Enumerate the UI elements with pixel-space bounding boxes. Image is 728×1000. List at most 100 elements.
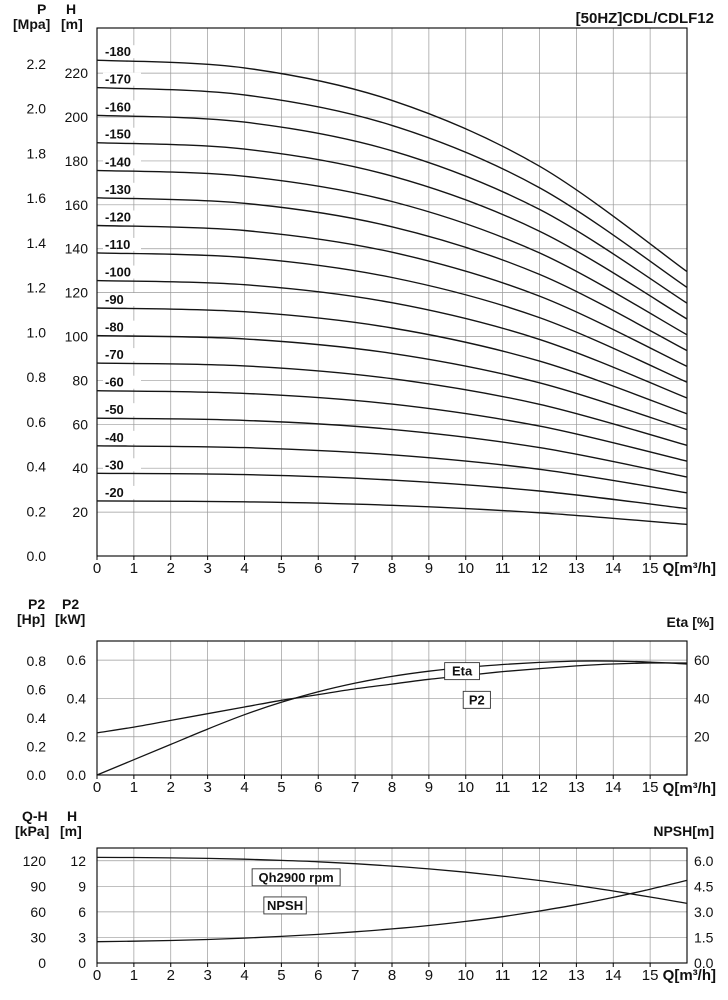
x-tick-label: 1 — [130, 967, 138, 984]
stage-label-bg — [103, 403, 141, 417]
x-tick-label: 11 — [495, 967, 511, 984]
m-tick-label: 0 — [78, 955, 86, 971]
curve-label: Qh2900 rpm — [259, 870, 334, 885]
curve-label-box — [251, 868, 341, 887]
stage-label-bg — [103, 100, 141, 114]
x-tick-label: 6 — [314, 967, 322, 984]
eta-curve — [96, 660, 688, 776]
x-tick-label: 13 — [568, 779, 585, 796]
npsh-curve — [96, 879, 688, 943]
m-tick-label: 6 — [78, 904, 86, 920]
pump-curve — [96, 307, 688, 415]
h-tick-label: 140 — [65, 241, 89, 257]
axis-name-eta: Eta [%] — [666, 614, 714, 630]
x-tick-label: 6 — [314, 560, 322, 577]
stage-label-bg — [103, 485, 141, 499]
x-tick-label: 4 — [240, 967, 248, 984]
x-tick-label: 7 — [351, 560, 359, 577]
pump-curve — [96, 500, 688, 526]
x-tick-label: 12 — [531, 560, 548, 577]
p-tick-label: 0.6 — [27, 414, 47, 430]
stage-label-bg — [103, 45, 141, 59]
stage-label-bg — [103, 375, 141, 389]
x-tick-label: 2 — [167, 967, 175, 984]
stage-label: -40 — [105, 430, 124, 445]
x-tick-label: 10 — [457, 967, 474, 984]
pump-curve — [96, 334, 688, 431]
x-tick-label: 5 — [277, 779, 285, 796]
pump-curve — [96, 59, 688, 273]
curve-label-box — [263, 896, 307, 915]
x-tick-label: 4 — [240, 779, 248, 796]
pump-curve — [96, 252, 688, 383]
flow-axis-label-3: Q[m³/h] — [662, 967, 716, 984]
p-tick-label: 1.0 — [27, 324, 47, 340]
npsh-tick-label: 1.5 — [694, 929, 714, 945]
flow-axis-label-1: Q[m³/h] — [662, 560, 716, 577]
x-tick-label: 15 — [642, 560, 659, 577]
stage-label: -30 — [105, 457, 124, 472]
stage-label: -100 — [105, 265, 131, 280]
x-tick-label: 0 — [93, 779, 101, 796]
stage-label-bg — [103, 292, 141, 306]
stage-label: -180 — [105, 44, 131, 59]
x-tick-label: 8 — [388, 779, 396, 796]
h-tick-label: 60 — [72, 416, 88, 432]
pump-curve — [96, 114, 688, 304]
h-tick-label: 220 — [65, 65, 89, 81]
stage-label: -160 — [105, 99, 131, 114]
axis-unit-power-hp: [Hp] — [17, 611, 45, 627]
axis-unit-qh-m: [m] — [60, 823, 82, 839]
kpa-tick-label: 60 — [30, 904, 46, 920]
axis-unit-pressure: [Mpa] — [13, 16, 51, 32]
axis-unit-qh-kpa: [kPa] — [15, 823, 50, 839]
stage-label: -120 — [105, 209, 131, 224]
curve-label-box — [462, 690, 491, 709]
stage-label-bg — [103, 265, 141, 279]
x-tick-label: 0 — [93, 967, 101, 984]
axis-name-npsh: NPSH[m] — [653, 823, 714, 839]
pump-curve — [96, 197, 688, 352]
x-tick-label: 8 — [388, 560, 396, 577]
stage-label-bg — [103, 320, 141, 334]
x-tick-label: 14 — [605, 779, 622, 796]
p-tick-label: 0.2 — [27, 503, 47, 519]
curve-label: NPSH — [267, 898, 303, 913]
x-tick-label: 7 — [351, 967, 359, 984]
x-tick-label: 13 — [568, 560, 585, 577]
hp-tick-label: 0.6 — [27, 681, 47, 697]
p-tick-label: 0.0 — [27, 548, 47, 564]
stage-label-bg — [103, 182, 141, 196]
x-tick-label: 9 — [425, 560, 433, 577]
npsh-chart: Qh2900 rpmNPSH12090603001296306.04.53.01… — [23, 847, 714, 984]
p-tick-label: 1.2 — [27, 280, 47, 296]
kpa-tick-label: 120 — [23, 853, 47, 869]
stage-label-bg — [103, 155, 141, 169]
curve-label: Eta — [452, 664, 473, 679]
x-tick-label: 3 — [203, 560, 211, 577]
h-tick-label: 100 — [65, 329, 89, 345]
flow-axis-label-2: Q[m³/h] — [662, 780, 716, 797]
x-tick-label: 8 — [388, 967, 396, 984]
x-tick-label: 10 — [457, 560, 474, 577]
stage-label: -80 — [105, 320, 124, 335]
axis-name-pressure: P — [37, 1, 47, 17]
h-tick-label: 20 — [72, 504, 88, 520]
x-tick-label: 12 — [531, 967, 548, 984]
m-tick-label: 12 — [70, 853, 86, 869]
stage-label-bg — [103, 72, 141, 86]
x-tick-label: 4 — [240, 560, 248, 577]
x-tick-label: 5 — [277, 967, 285, 984]
p-tick-label: 1.8 — [27, 145, 47, 161]
x-tick-label: 6 — [314, 779, 322, 796]
x-tick-label: 15 — [642, 967, 659, 984]
p-tick-label: 1.6 — [27, 190, 47, 206]
x-tick-label: 11 — [495, 779, 511, 796]
qh-curve — [96, 856, 688, 905]
kw-tick-label: 0.2 — [67, 729, 87, 745]
stage-label-bg — [103, 348, 141, 362]
chart-title: [50HZ]CDL/CDLF12 — [575, 10, 714, 27]
pump-curve — [96, 142, 688, 320]
stage-label-bg — [103, 127, 141, 141]
